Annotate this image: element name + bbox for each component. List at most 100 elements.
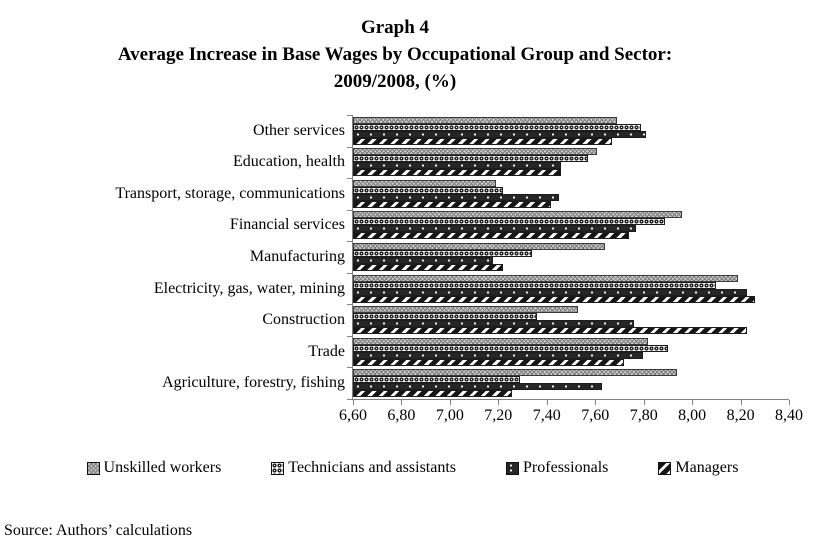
bar-unskilled-workers xyxy=(353,369,678,377)
bar-professionals xyxy=(353,130,646,138)
category-label-financial-services: Financial services xyxy=(229,216,345,234)
x-axis-tick-label: 8,20 xyxy=(726,407,755,424)
x-axis-tick xyxy=(353,400,354,405)
bar-unskilled-workers xyxy=(353,306,578,314)
x-axis-tick-label: 6,60 xyxy=(339,407,367,424)
legend-swatch-managers xyxy=(658,461,672,475)
bar-group-transport-storage-communications xyxy=(353,178,789,210)
x-axis-tick-label: 8,00 xyxy=(678,407,707,424)
bar-technicians-and-assistants xyxy=(353,155,588,163)
legend-swatch-technicians-and-assistants xyxy=(271,461,285,475)
plot-area: 6,60 6,80 7,00 7,20 7,40 7,60 7,80 8,00 8,20 8,40 xyxy=(339,115,803,424)
bar-managers xyxy=(353,295,755,303)
bar-technicians-and-assistants xyxy=(353,123,641,131)
category-axis-labels: Other services Education, health Transport… xyxy=(0,115,352,400)
category-label-agriculture-forestry-fishing: Agriculture, forestry, fishing xyxy=(162,374,345,392)
bar-managers xyxy=(353,390,513,398)
x-axis-tick xyxy=(449,400,451,405)
bar-unskilled-workers xyxy=(353,242,605,250)
y-axis-tick xyxy=(347,146,352,148)
bar-technicians-and-assistants xyxy=(353,186,503,194)
chart-title-line1: Graph 4 xyxy=(360,17,430,38)
legend-swatch-professionals xyxy=(506,461,520,475)
category-label-electricity-gas-water-mining: Electricity, gas, water, mining xyxy=(153,279,345,297)
chart-body: Other services Education, health Transport… xyxy=(0,115,803,424)
bar-unskilled-workers xyxy=(353,148,598,156)
bar-technicians-and-assistants xyxy=(353,313,537,321)
chart-title-line2: Average Increase in Base Wages by Occupa… xyxy=(117,44,673,65)
bar-unskilled-workers xyxy=(353,179,496,187)
bar-group-construction xyxy=(353,304,789,336)
x-axis-tick-label: 7,60 xyxy=(581,407,610,424)
legend-item-technicians-and-assistants: Technicians and assistants xyxy=(271,459,456,477)
x-axis-tick xyxy=(643,400,645,405)
bar-managers xyxy=(353,137,612,145)
bar-professionals xyxy=(353,162,561,170)
y-axis-tick xyxy=(347,398,352,400)
bar-managers xyxy=(353,169,561,177)
legend-item-managers: Managers xyxy=(658,459,738,477)
x-axis-tick xyxy=(498,400,500,405)
bar-unskilled-workers xyxy=(353,274,738,282)
x-axis-tick xyxy=(546,400,548,405)
bar-group-agriculture-forestry-fishing xyxy=(353,367,789,399)
y-axis-tick xyxy=(347,209,352,211)
bar-group-education-health xyxy=(353,147,789,179)
y-axis-tick xyxy=(347,241,352,243)
bar-group-electricity-gas-water-mining xyxy=(353,273,789,305)
x-axis-tick-label: 7,40 xyxy=(532,407,561,424)
x-axis-tick-label: 6,80 xyxy=(387,407,416,424)
bar-managers xyxy=(353,263,503,271)
legend-item-unskilled-workers: Unskilled workers xyxy=(86,459,222,477)
legend-label: Managers xyxy=(675,459,739,476)
bar-professionals xyxy=(353,320,634,328)
bar-unskilled-workers xyxy=(353,211,682,219)
bar-unskilled-workers xyxy=(353,337,649,345)
bar-group-manufacturing xyxy=(353,241,789,273)
bar-managers xyxy=(353,358,624,366)
category-label-other-services: Other services xyxy=(253,121,345,139)
x-axis-tick xyxy=(692,400,694,405)
x-axis-tick xyxy=(789,400,790,405)
x-axis-tick xyxy=(595,400,597,405)
y-axis-tick xyxy=(347,115,352,116)
bar-technicians-and-assistants xyxy=(353,218,665,226)
y-axis-tick xyxy=(347,367,352,369)
legend-label: Unskilled workers xyxy=(103,459,222,476)
bar-professionals xyxy=(353,351,644,359)
x-axis-tick xyxy=(401,400,403,405)
chart-title-line3: 2009/2008, (%) xyxy=(333,71,457,92)
bar-managers xyxy=(353,327,748,335)
legend-swatch-unskilled-workers xyxy=(86,461,100,475)
bar-professionals xyxy=(353,256,494,264)
bar-group-other-services xyxy=(353,115,789,147)
x-axis-tick-label: 8,40 xyxy=(775,407,803,424)
bar-professionals xyxy=(353,193,559,201)
category-label-construction: Construction xyxy=(262,311,345,329)
bar-professionals xyxy=(353,383,603,391)
category-label-transport-storage-communications: Transport, storage, communications xyxy=(115,184,345,202)
category-label-trade: Trade xyxy=(308,342,345,360)
y-axis-tick xyxy=(347,178,352,180)
bar-technicians-and-assistants xyxy=(353,249,532,257)
x-axis-tick-label: 7,20 xyxy=(484,407,513,424)
legend-item-professionals: Professionals xyxy=(506,459,608,477)
bar-professionals xyxy=(353,288,748,296)
x-axis-tick-label: 7,00 xyxy=(435,407,464,424)
chart-legend: Unskilled workers Technicians and assista… xyxy=(0,459,825,477)
bar-group-trade xyxy=(353,336,789,368)
y-axis-tick xyxy=(347,304,352,306)
bar-group-financial-services xyxy=(353,210,789,242)
x-axis-tick-label: 7,80 xyxy=(629,407,658,424)
chart-title: Graph 4 Average Increase in Base Wages b… xyxy=(0,14,790,95)
bar-professionals xyxy=(353,225,636,233)
bar-technicians-and-assistants xyxy=(353,344,668,352)
bar-technicians-and-assistants xyxy=(353,376,520,384)
y-axis-tick xyxy=(347,335,352,337)
source-note: Source: Authors’ calculations xyxy=(4,522,193,539)
bar-technicians-and-assistants xyxy=(353,281,716,289)
x-axis-tick xyxy=(740,400,742,405)
category-label-education-health: Education, health xyxy=(233,153,345,171)
bar-managers xyxy=(353,232,629,240)
